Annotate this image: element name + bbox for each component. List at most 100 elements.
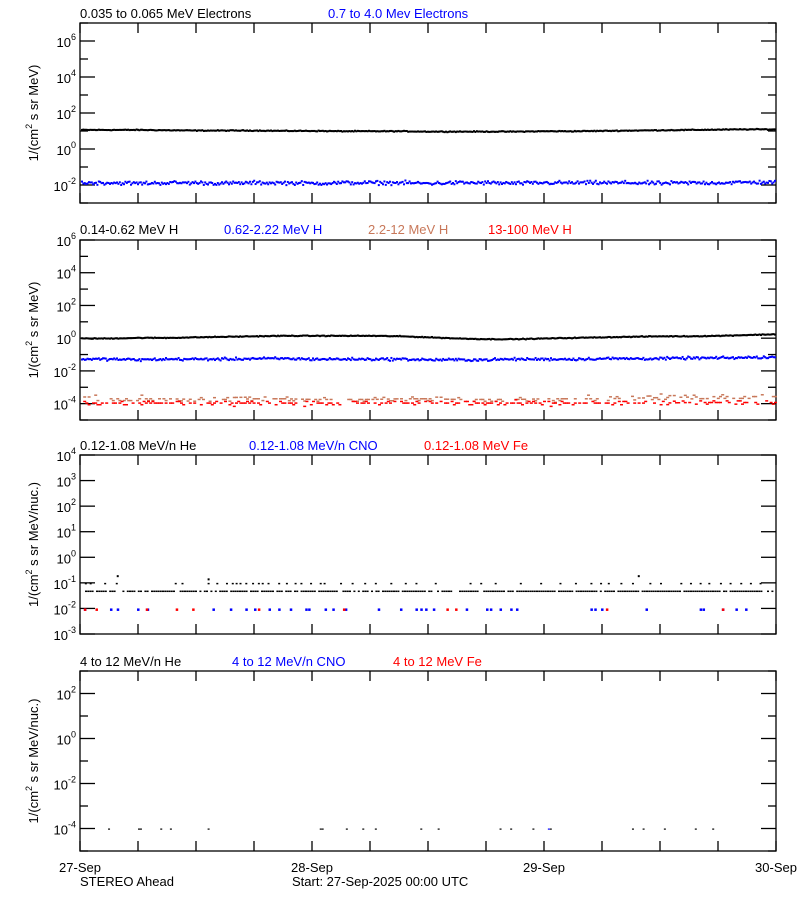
data-point xyxy=(275,357,278,360)
data-point xyxy=(654,590,657,593)
data-point xyxy=(299,334,302,337)
data-point xyxy=(106,181,109,184)
data-point xyxy=(649,129,652,132)
data-point xyxy=(338,130,341,133)
data-point xyxy=(683,334,685,337)
data-point xyxy=(175,398,179,400)
data-point xyxy=(736,334,739,337)
data-point xyxy=(139,360,142,363)
data-point xyxy=(142,181,145,184)
data-point xyxy=(109,182,111,185)
data-point xyxy=(200,336,202,339)
data-point xyxy=(349,359,352,362)
data-point xyxy=(151,399,155,402)
data-point xyxy=(265,400,269,403)
data-point xyxy=(193,400,197,402)
data-point xyxy=(550,357,552,360)
data-point xyxy=(215,358,218,361)
data-point xyxy=(390,356,393,359)
data-point xyxy=(687,335,690,338)
data-point xyxy=(484,338,487,341)
data-point xyxy=(179,336,181,339)
data-point xyxy=(307,130,310,133)
data-point xyxy=(289,130,292,133)
data-point xyxy=(222,182,225,185)
data-point xyxy=(446,398,450,400)
data-point xyxy=(757,357,760,360)
data-point xyxy=(83,182,86,185)
data-point xyxy=(103,337,106,340)
data-point xyxy=(551,399,555,402)
data-point xyxy=(483,590,486,593)
data-point xyxy=(513,338,516,341)
data-point xyxy=(564,337,566,340)
data-point xyxy=(508,130,510,133)
data-point xyxy=(729,128,732,131)
data-point xyxy=(643,358,646,361)
data-point xyxy=(624,590,626,593)
data-point xyxy=(762,128,765,131)
data-point xyxy=(116,398,120,400)
data-point xyxy=(232,396,236,399)
data-point xyxy=(408,335,411,338)
data-point xyxy=(684,335,687,338)
data-point xyxy=(242,358,244,361)
data-point xyxy=(642,397,645,399)
data-point xyxy=(534,400,538,402)
data-point xyxy=(118,358,121,361)
data-point xyxy=(593,402,597,404)
data-point xyxy=(701,128,704,131)
data-point xyxy=(88,337,90,340)
data-point xyxy=(455,608,458,611)
data-point xyxy=(313,334,316,337)
data-point xyxy=(126,590,129,593)
data-point xyxy=(698,129,701,132)
data-point xyxy=(329,398,333,401)
data-point xyxy=(403,129,405,132)
data-point xyxy=(705,357,708,360)
data-point xyxy=(639,182,642,185)
data-point xyxy=(694,403,698,405)
data-point xyxy=(470,403,474,406)
data-point xyxy=(677,357,680,360)
data-point xyxy=(82,182,85,185)
data-point xyxy=(362,357,365,360)
data-point xyxy=(223,590,226,593)
data-point xyxy=(139,336,142,339)
data-point xyxy=(586,129,589,132)
data-point xyxy=(465,590,468,593)
data-point xyxy=(634,129,636,132)
data-point xyxy=(718,181,720,184)
data-point xyxy=(309,182,312,185)
data-point xyxy=(120,128,123,131)
data-point xyxy=(767,590,769,593)
data-point xyxy=(510,828,513,830)
data-point xyxy=(208,358,211,361)
data-point xyxy=(382,334,384,337)
data-point xyxy=(400,400,403,403)
data-point xyxy=(642,402,645,404)
data-point xyxy=(207,359,209,362)
data-point xyxy=(545,337,548,340)
data-point xyxy=(480,182,482,185)
data-point xyxy=(306,357,309,360)
data-point xyxy=(239,402,243,404)
data-point xyxy=(593,590,596,593)
data-point xyxy=(224,398,227,401)
data-point xyxy=(226,129,229,132)
data-point xyxy=(736,128,739,131)
data-point xyxy=(140,403,144,406)
data-point xyxy=(287,399,291,402)
data-point xyxy=(317,183,320,186)
data-point xyxy=(100,358,103,361)
data-point xyxy=(237,400,241,403)
data-point xyxy=(102,590,105,593)
data-point xyxy=(703,590,706,593)
data-point xyxy=(170,129,173,132)
data-point xyxy=(625,182,628,185)
data-point xyxy=(494,400,498,403)
data-point xyxy=(544,130,547,133)
data-point xyxy=(692,590,695,593)
data-point xyxy=(496,398,500,401)
data-point xyxy=(358,357,361,360)
